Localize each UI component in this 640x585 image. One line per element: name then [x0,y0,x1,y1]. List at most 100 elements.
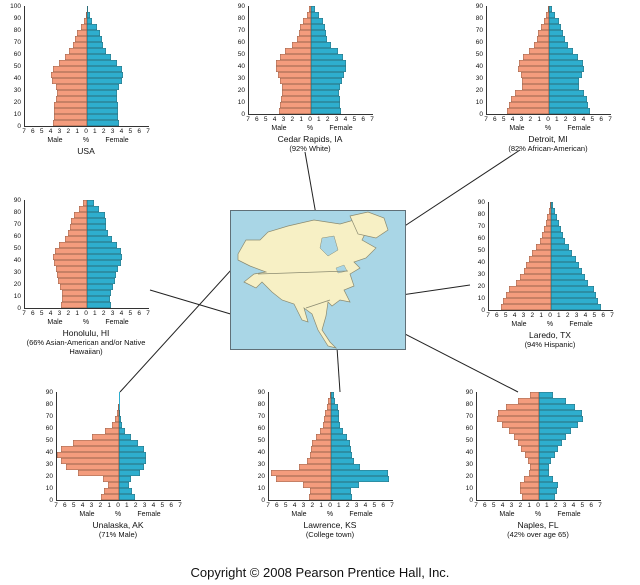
percent-tick-label: 6 [381,502,385,509]
male-bar [528,458,539,464]
percent-tick-label: 6 [361,116,365,123]
female-bar [311,60,347,66]
percent-axis-label: % [82,137,90,144]
male-bar [77,30,87,36]
female-bar [119,440,138,446]
percent-tick-label: 3 [574,312,579,319]
male-bar [528,256,551,262]
male-bar [500,304,551,310]
male-bar [56,272,87,278]
male-bar [111,422,119,428]
percent-tick-label: 7 [178,502,182,509]
age-tick-label: 20 [475,86,483,94]
male-bar [543,18,549,24]
percent-tick-label: 3 [57,128,62,135]
percent-tick-label: 1 [107,502,111,509]
male-bar [280,96,311,102]
male-bar [74,36,87,42]
age-tick-label: 90 [237,2,245,10]
female-bar [539,464,549,470]
female-axis-label: Female [569,321,593,328]
age-tick-label: 0 [49,496,53,504]
percent-tick-label: 4 [119,310,124,317]
male-bar [530,464,539,470]
pyramid-plot [488,202,613,311]
percent-axis-label: % [326,511,334,518]
age-tick-label: 20 [257,472,265,480]
female-bar [87,296,111,302]
female-bar [551,292,597,298]
female-bar [87,66,122,72]
percent-tick-label: 3 [572,116,577,123]
female-bar [87,224,107,230]
male-bar [517,440,539,446]
percent-tick-label: 4 [363,502,368,509]
pyramid-title: Naples, FL [517,520,559,530]
percent-tick-label: 0 [548,312,552,319]
percent-tick-label: 5 [503,312,508,319]
age-tick-label: 20 [465,472,473,480]
male-bar [55,248,87,254]
percent-tick-label: 1 [319,502,323,509]
age-tick-label: 60 [237,38,245,46]
age-tick-label: 80 [477,210,485,218]
percent-tick-label: 1 [75,310,79,317]
female-bar [549,96,588,102]
female-bar [331,410,339,416]
age-tick-label: 0 [17,304,21,312]
age-tick-label: 30 [477,270,485,278]
age-tick-label: 80 [237,14,245,22]
male-bar [85,12,87,18]
male-bar [56,84,87,90]
female-bar [549,60,583,66]
female-bar [311,96,341,102]
percent-tick-label: 7 [610,312,614,319]
male-bar [547,6,549,12]
female-bar [311,24,326,30]
male-bar [309,452,331,458]
percent-tick-label: 3 [521,312,526,319]
percent-tick-label: 3 [301,502,306,509]
female-bar [331,428,343,434]
male-bar [60,458,119,464]
female-bar [87,30,101,36]
percent-tick-label: 4 [510,116,515,123]
male-bar [506,404,539,410]
female-bar [119,434,131,440]
age-tick-label: 70 [13,220,21,228]
female-bar [311,6,316,12]
male-bar [315,434,331,440]
male-bar [72,42,87,48]
male-bar [280,54,311,60]
male-bar [522,494,539,500]
male-bar [310,446,331,452]
pyramid-subtitle: (College town) [305,530,355,539]
age-tick-label: 50 [45,436,53,444]
female-bar [539,404,576,410]
male-bar [280,102,311,108]
age-tick-label: 70 [257,412,265,420]
age-tick-label: 80 [45,400,53,408]
male-bar [312,440,331,446]
percent-tick-label: 3 [334,116,339,123]
pyramid-lawrence: 0 10 20 30 40 50 60 70 80 90 7 6 5 4 3 2 1 0 1 2 3 4 5 6 7 Male% F… [252,389,396,550]
female-bar [331,482,360,488]
female-bar [87,248,121,254]
female-axis-label: Female [137,511,161,518]
pyramid-title: Honolulu, HI [62,328,110,338]
pyramid-naples: 0 10 20 30 40 50 60 70 80 90 7 6 5 4 3 2 1 0 1 2 3 4 5 6 7 Male% F… [460,389,604,550]
female-bar [331,452,353,458]
age-tick-label: 80 [13,26,21,34]
male-bar [92,434,119,440]
female-bar [87,102,118,108]
age-tick-label: 60 [45,424,53,432]
percent-tick-label: 5 [590,116,595,123]
female-bar [551,286,594,292]
male-bar [538,30,549,36]
female-bar [549,108,590,114]
male-bar [80,24,87,30]
male-bar [56,266,87,272]
age-tick-label: 40 [465,448,473,456]
male-bar [296,36,311,42]
male-bar [328,398,331,404]
